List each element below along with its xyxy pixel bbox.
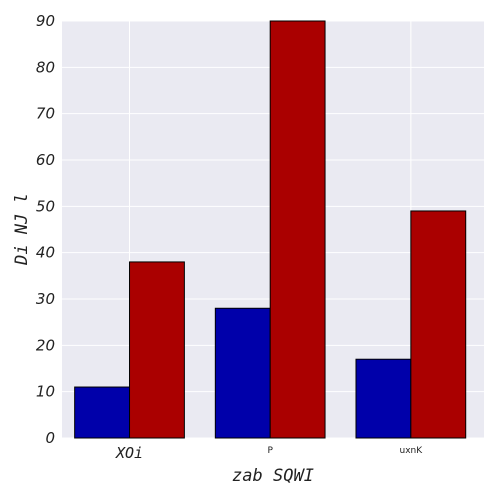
y-tick-label: 20 [36, 336, 55, 354]
bar [410, 210, 467, 439]
bar [129, 261, 185, 439]
x-tick-label: P [267, 446, 273, 456]
y-axis-label: Di NJ l [12, 193, 32, 266]
x-axis-label: zab SQWI [232, 466, 314, 486]
y-tick-label: 0 [45, 429, 55, 447]
y-tick-label: 90 [36, 12, 55, 30]
bar [269, 20, 326, 439]
y-tick-label: 40 [36, 244, 55, 262]
bar [74, 386, 131, 439]
bars [74, 20, 467, 439]
y-tick-labels: 0 10 20 30 40 50 60 70 80 90 [36, 12, 55, 447]
x-tick-label: uxnK [400, 446, 424, 456]
y-tick-label: 30 [36, 290, 55, 308]
y-tick-label: 60 [36, 151, 55, 169]
y-tick-label: 70 [36, 105, 55, 123]
y-tick-label: 80 [36, 58, 55, 76]
y-tick-label: 50 [36, 197, 55, 215]
x-tick-label: XOi [115, 444, 143, 462]
bar [214, 307, 271, 439]
y-tick-label: 10 [36, 383, 55, 401]
bar [355, 358, 412, 439]
